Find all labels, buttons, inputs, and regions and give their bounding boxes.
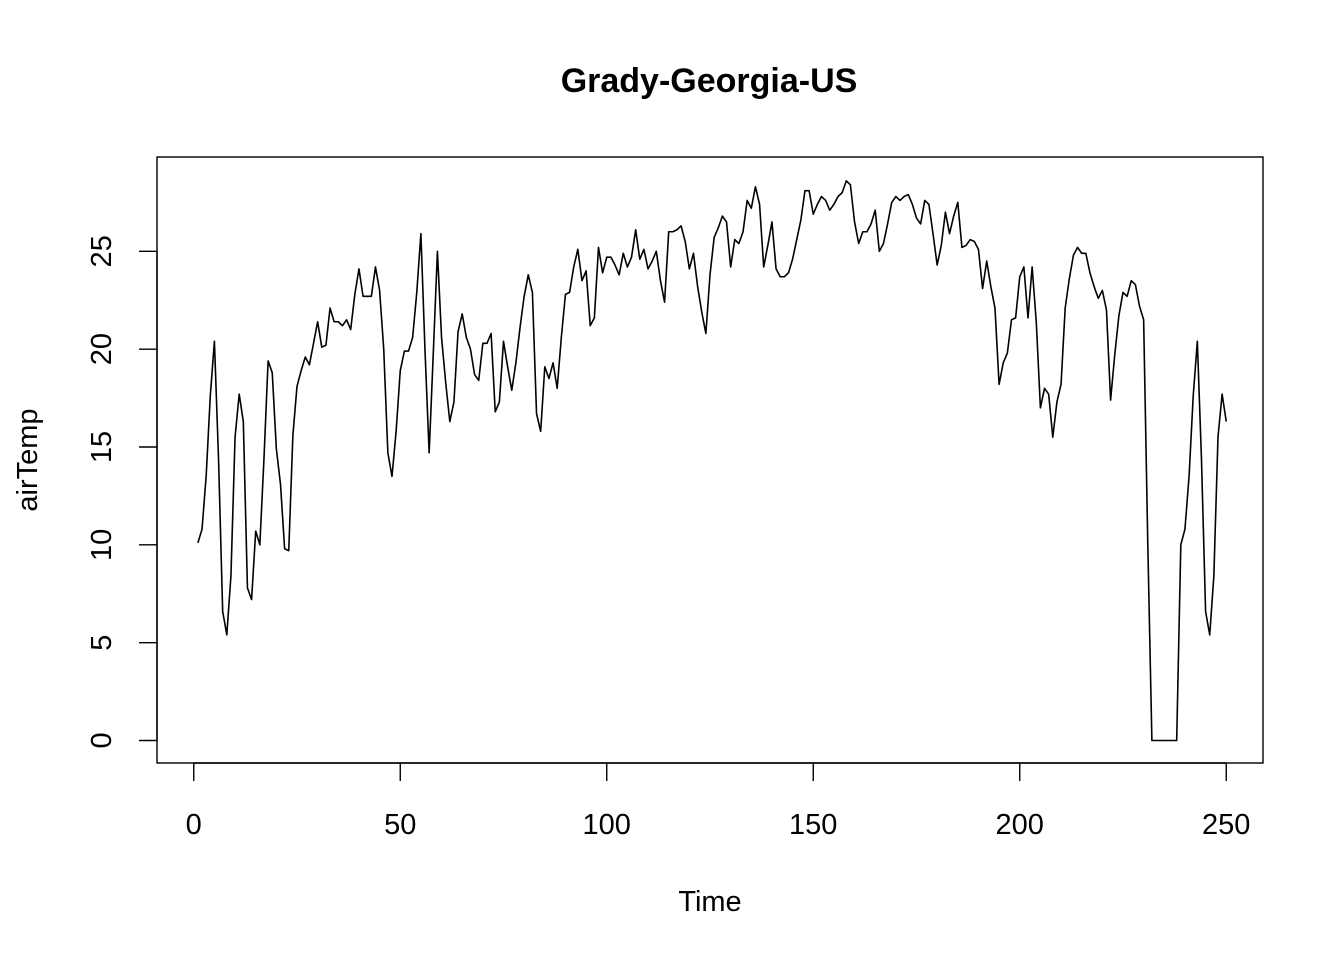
x-tick-label: 50: [384, 809, 416, 841]
y-tick-label: 25: [86, 235, 118, 267]
y-tick-label: 5: [86, 635, 118, 651]
y-tick-label: 0: [86, 732, 118, 748]
y-tick-label: 15: [86, 431, 118, 463]
series-group: [197, 180, 1228, 742]
chart-title: Grady-Georgia-US: [561, 62, 858, 100]
x-tick-label: 100: [583, 809, 631, 841]
y-tick-label: 20: [86, 333, 118, 365]
x-tick-label: 250: [1202, 809, 1250, 841]
x-axis: 0 50 100 150 200 250: [186, 762, 1250, 841]
series-line-airtemp: [197, 180, 1228, 742]
y-tick-label: 10: [86, 529, 118, 561]
plot-area-frame: [156, 156, 1264, 764]
y-axis-label: airTemp: [12, 408, 44, 511]
x-tick-label: 200: [996, 809, 1044, 841]
y-axis: 0 5 10 15 20 25: [86, 235, 158, 749]
x-axis-label: Time: [678, 886, 741, 918]
x-tick-label: 0: [186, 809, 202, 841]
x-tick-label: 150: [789, 809, 837, 841]
